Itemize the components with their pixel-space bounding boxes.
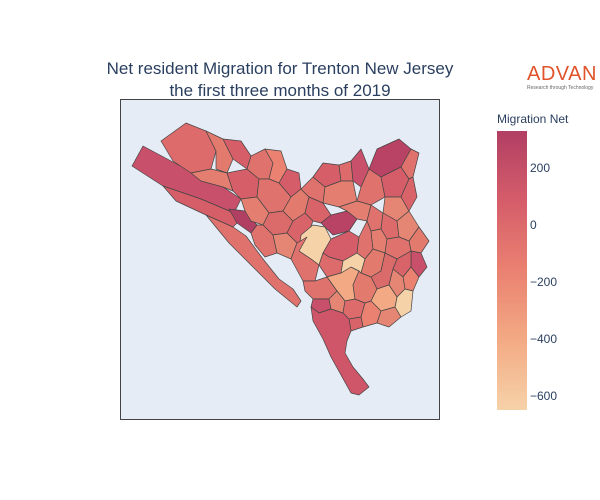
advan-logo: ADVAN Research through Technology — [527, 64, 597, 91]
map-title-line2: the first three months of 2019 — [169, 81, 391, 100]
tract-region[interactable] — [376, 306, 402, 328]
advan-logo-word: ADVAN — [527, 63, 597, 85]
colorbar-tick-label: −600 — [530, 388, 558, 403]
colorbar-tick-label: 0 — [530, 217, 537, 232]
tract-region[interactable] — [400, 176, 418, 212]
colorbar-tick-label: −200 — [530, 274, 558, 289]
colorbar-tick-label: −400 — [530, 331, 558, 346]
map-title: Net resident Migration for Trenton New J… — [70, 58, 490, 102]
tract-region[interactable] — [205, 214, 302, 308]
colorbar-tick-label: 200 — [530, 161, 551, 175]
tract-region[interactable] — [348, 316, 364, 332]
tract-region[interactable] — [338, 160, 354, 182]
colorbar-title: Migration Net — [497, 112, 569, 126]
colorbar-gradient — [497, 131, 527, 410]
tract-region[interactable] — [400, 148, 420, 180]
tract-region[interactable] — [160, 122, 217, 174]
map-title-line1: Net resident Migration for Trenton New J… — [106, 59, 454, 78]
map-plot-area[interactable] — [120, 99, 440, 420]
choropleth-map — [131, 122, 430, 396]
advan-logo-tagline: Research through Technology — [527, 85, 594, 91]
tract-region[interactable] — [310, 306, 370, 396]
